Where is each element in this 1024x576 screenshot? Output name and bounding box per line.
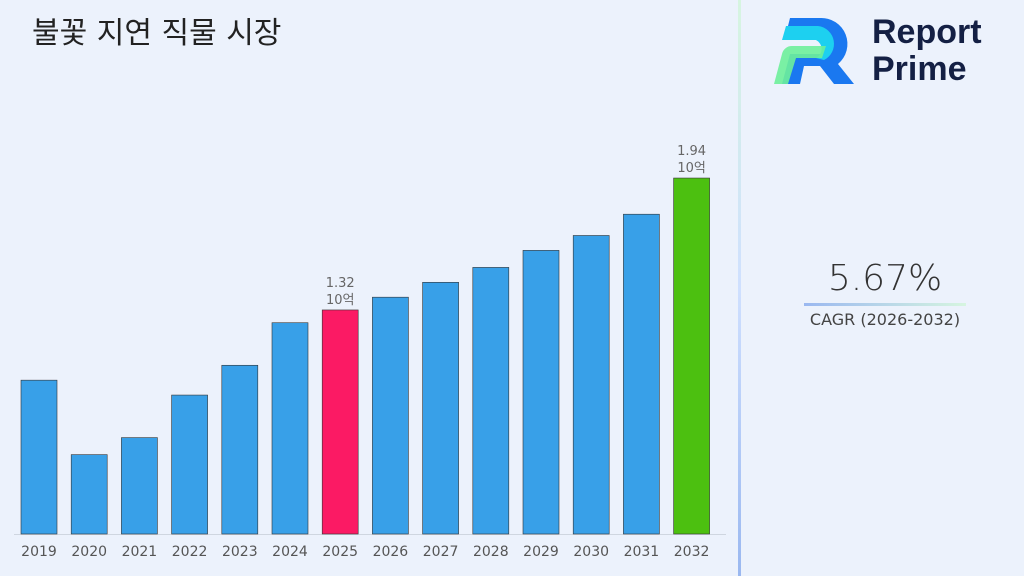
cagr-value: 5.67%	[827, 258, 943, 299]
logo-text-prime: Prime	[872, 50, 967, 88]
bar-chart: 2019 2020 2021 2022 2023 2024 2025 1.32 10억 2026 2…	[14, 144, 726, 560]
logo-text-report: Report	[872, 13, 982, 51]
x-tick-label: 2022	[172, 544, 208, 560]
report-prime-logo: Report Prime	[768, 14, 982, 90]
divider	[738, 0, 741, 576]
bar-2020	[70, 454, 108, 535]
x-tick-label: 2021	[122, 544, 158, 560]
data-label-unit: 10억	[677, 161, 706, 176]
bar-2026	[372, 296, 409, 535]
logo-icon	[774, 17, 854, 84]
data-label-unit: 10억	[326, 293, 355, 308]
x-tick-label: 2020	[71, 544, 107, 560]
x-tick-label: 2030	[573, 544, 609, 560]
bar-2032	[673, 177, 710, 535]
x-tick-label: 2024	[272, 544, 308, 560]
x-tick-label: 2019	[21, 544, 57, 560]
x-tick-label: 2027	[423, 544, 459, 560]
x-tick-label: 2031	[624, 544, 660, 560]
bar-2028	[472, 267, 510, 535]
cagr-label: CAGR (2026-2032)	[809, 310, 961, 329]
bar-2019	[20, 379, 58, 535]
x-tick-label: 2032	[674, 544, 710, 560]
bar-2031	[623, 213, 660, 535]
cagr-panel: 5.67% CAGR (2026-2032)	[790, 258, 980, 329]
data-label-value: 1.94	[677, 144, 706, 159]
x-tick-label: 2026	[373, 544, 409, 560]
bar-2021	[121, 437, 158, 535]
bar-2027	[422, 281, 459, 535]
bar-2030	[572, 235, 610, 535]
x-tick-label: 2025	[322, 544, 358, 560]
bar-2023	[221, 364, 259, 535]
bar-2024	[271, 322, 309, 535]
data-label-value: 1.32	[326, 276, 355, 291]
x-tick-label: 2028	[473, 544, 509, 560]
x-tick-label: 2029	[523, 544, 559, 560]
bar-2025	[321, 309, 359, 535]
chart-title: 불꽃 지연 직물 시장	[32, 16, 282, 51]
x-tick-label: 2023	[222, 544, 258, 560]
bar-2029	[522, 250, 560, 535]
cagr-underline	[804, 303, 966, 306]
bar-2022	[171, 394, 208, 535]
